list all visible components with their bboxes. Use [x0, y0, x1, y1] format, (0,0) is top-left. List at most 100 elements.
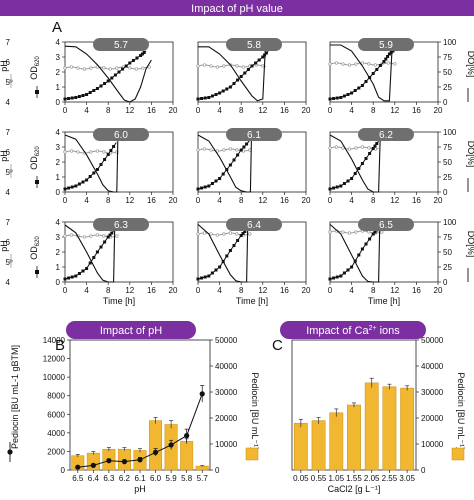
od-point — [232, 82, 236, 85]
od-point — [342, 271, 346, 275]
x-tick-label: 8 — [106, 106, 111, 115]
ph-point — [108, 67, 113, 71]
od-point — [99, 84, 103, 88]
x-tick-label: 20 — [169, 286, 178, 295]
panel-b-pill — [66, 321, 196, 339]
ph-point — [202, 231, 207, 235]
od-point — [92, 256, 96, 259]
od-point — [364, 242, 368, 246]
ph-point — [69, 65, 74, 69]
od-point — [384, 57, 388, 61]
line-point — [152, 449, 159, 455]
od-point — [257, 58, 261, 62]
ph-tick-label: 4 — [6, 98, 11, 107]
od-point — [81, 94, 85, 97]
ph-point — [228, 231, 233, 235]
od-point — [332, 97, 336, 100]
do-tick-label: 0 — [443, 188, 448, 197]
do-tick-label: 0 — [443, 278, 448, 287]
x-tick-label: 1.55 — [346, 474, 362, 483]
od-curve — [197, 50, 269, 100]
od-point — [382, 60, 386, 63]
x-tick-label: 12 — [125, 106, 134, 115]
do-tick-label: 100 — [443, 128, 457, 137]
od-tick-label: 1 — [56, 263, 61, 272]
od-point — [218, 265, 222, 269]
ph-point — [128, 66, 132, 70]
od-point — [200, 276, 204, 280]
panel-c: C Impact of Ca2+ ions 0 10000 20000 30000 400… — [272, 321, 466, 494]
y-left-tick-label: 8000 — [47, 392, 65, 401]
od-point — [339, 274, 343, 278]
od-point — [239, 234, 243, 237]
od-point — [346, 179, 350, 183]
ph-point — [82, 235, 87, 239]
od-point — [225, 87, 229, 91]
x-tick-label: 16 — [412, 196, 421, 205]
y-left-tick-label: 10000 — [43, 373, 66, 382]
od-point — [232, 158, 236, 162]
line-point — [121, 459, 128, 465]
od-point — [360, 84, 364, 87]
od-axis-label-sub: 620 — [35, 236, 41, 247]
x-axis-label: CaCl2 [g L⁻¹] — [328, 484, 381, 494]
od-tick-label: 0 — [56, 98, 61, 107]
x-tick-label: 0 — [328, 106, 333, 115]
x-tick-label: 16 — [147, 196, 156, 205]
ph-point — [215, 149, 220, 153]
od-point — [228, 163, 232, 167]
x-tick-label: 6.2 — [119, 474, 131, 483]
x-tick-label: 8 — [371, 286, 376, 295]
od-point — [250, 64, 254, 68]
x-tick-label: 0 — [196, 196, 201, 205]
od-point — [95, 168, 99, 171]
do-curve — [330, 44, 393, 102]
x-tick-label: 3.05 — [399, 474, 415, 483]
od-legend-marker — [35, 90, 39, 94]
od-tick-label: 2 — [56, 158, 61, 167]
do-tick-label: 50 — [443, 158, 452, 167]
od-point — [357, 167, 361, 170]
x-tick-label: 16 — [412, 106, 421, 115]
od-point — [210, 182, 214, 185]
od-point — [77, 272, 81, 275]
od-point — [214, 93, 218, 96]
ph-point — [215, 65, 220, 69]
ph-point — [360, 145, 365, 149]
od-point — [74, 274, 78, 278]
ph-point — [202, 147, 207, 151]
od-point — [74, 184, 78, 188]
y-tick-label: 10000 — [421, 440, 444, 449]
od-point — [103, 240, 107, 244]
od-point — [142, 51, 146, 54]
bar — [311, 420, 326, 471]
x-tick-label: 16 — [280, 286, 289, 295]
ph-point — [115, 66, 119, 70]
ph-point — [76, 150, 80, 154]
ph-point — [228, 147, 233, 151]
ph-legend-marker — [9, 79, 13, 83]
od-point — [241, 232, 245, 235]
do-curve — [198, 44, 267, 102]
od-point — [335, 96, 339, 100]
do-curve — [329, 134, 381, 193]
od-point — [200, 186, 204, 190]
ph-point — [209, 148, 213, 152]
od-point — [135, 56, 139, 60]
y-left-tick-label: 12000 — [43, 355, 66, 364]
od-point — [77, 95, 81, 98]
do-axis-label: DO[%] — [466, 141, 474, 168]
od-point — [117, 70, 121, 74]
ph-point — [102, 150, 106, 154]
od-point — [218, 177, 222, 180]
od-point — [85, 93, 89, 96]
x-tick-label: 0 — [328, 286, 333, 295]
y-right-tick-label: 40000 — [215, 362, 238, 371]
ph-point — [360, 61, 365, 65]
od-point — [139, 54, 143, 57]
od-point — [221, 172, 225, 176]
ph-point — [347, 147, 352, 151]
